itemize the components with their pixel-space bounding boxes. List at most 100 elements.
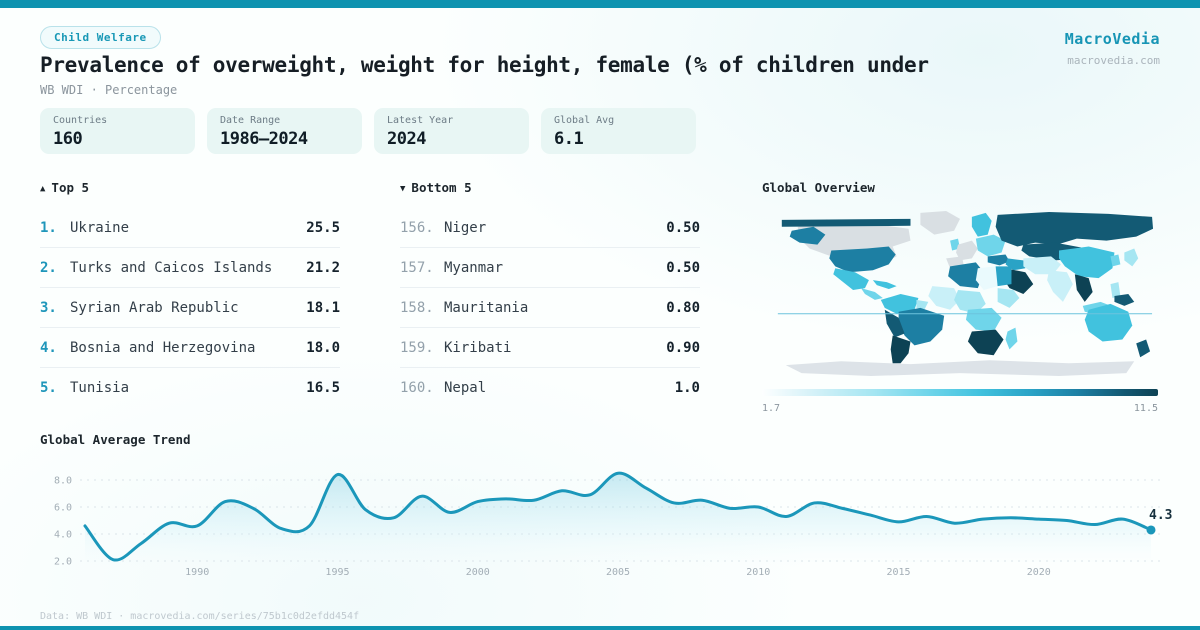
top5-header: ▲ Top 5 bbox=[40, 180, 340, 195]
trend-area-fill bbox=[85, 473, 1151, 567]
map-region-argentina-chile bbox=[890, 335, 911, 364]
global-overview-section: Global Overview bbox=[762, 180, 1158, 414]
map-region-scandinavia bbox=[971, 212, 992, 237]
map-region-myanmar-thailand bbox=[1074, 274, 1093, 302]
map-region-russia bbox=[995, 211, 1154, 247]
legend-min-label: 1.7 bbox=[762, 403, 781, 414]
choropleth-legend-labels: 1.7 11.5 bbox=[762, 403, 1158, 414]
rank-number: 4. bbox=[40, 339, 57, 356]
map-region-japan bbox=[1124, 248, 1139, 267]
map-region-papua bbox=[1114, 293, 1135, 306]
map-region-west-africa bbox=[928, 286, 960, 310]
trend-line-chart: 2.0 4.0 6.0 8.0 1990 1995 2000 2005 2010 2015 2020… bbox=[54, 471, 1172, 578]
country-value: 0.90 bbox=[666, 339, 700, 356]
map-region-egypt bbox=[995, 266, 1012, 287]
map-region-turkey bbox=[987, 254, 1010, 266]
brand-domain: macrovedia.com bbox=[1067, 54, 1160, 67]
bottom5-list: ▼ Bottom 5 156. Niger 0.50 157. Myanmar 0… bbox=[400, 180, 700, 408]
country-value: 1.0 bbox=[674, 380, 700, 396]
trend-end-value-label: 4.3 bbox=[1149, 508, 1172, 523]
world-choropleth-map bbox=[777, 210, 1154, 377]
bottom5-rows: 156. Niger 0.50 157. Myanmar 0.50 158. M… bbox=[400, 208, 700, 408]
top5-rows: 1. Ukraine 25.5 2. Turks and Caicos Isla… bbox=[40, 208, 340, 408]
trend-title: Global Average Trend bbox=[40, 432, 191, 447]
list-item: 5. Tunisia 16.5 bbox=[40, 368, 340, 408]
map-region-madagascar bbox=[1005, 327, 1018, 350]
map-region-korea bbox=[1110, 254, 1121, 267]
map-region-india bbox=[1047, 270, 1073, 302]
top5-list: ▲ Top 5 1. Ukraine 25.5 2. Turks and Caic… bbox=[40, 180, 340, 408]
country-name: Niger bbox=[444, 219, 487, 236]
list-item: 157. Myanmar 0.50 bbox=[400, 248, 700, 288]
country-value: 0.50 bbox=[666, 259, 700, 276]
map-region-arctic-band bbox=[781, 218, 911, 227]
y-tick-label: 6.0 bbox=[54, 503, 72, 514]
list-item: 2. Turks and Caicos Islands 21.2 bbox=[40, 248, 340, 288]
country-value: 16.5 bbox=[306, 380, 340, 396]
brand-name: MacroVedia bbox=[1064, 30, 1160, 48]
page-title: Prevalence of overweight, weight for hei… bbox=[40, 53, 929, 77]
country-value: 18.1 bbox=[306, 299, 340, 316]
map-region-sahel bbox=[954, 290, 986, 314]
stat-cards: Countries 160 Date Range 1986—2024 Lates… bbox=[40, 108, 696, 154]
list-item: 159. Kiribati 0.90 bbox=[400, 328, 700, 368]
map-region-alaska bbox=[789, 226, 826, 245]
rank-number: 156. bbox=[400, 219, 434, 236]
map-region-china bbox=[1059, 246, 1115, 279]
x-tick-label: 2020 bbox=[1027, 567, 1051, 578]
map-region-colombia-venezuela bbox=[880, 293, 919, 314]
map-region-central-america bbox=[861, 288, 883, 300]
map-region-horn-africa bbox=[997, 288, 1020, 308]
rank-number: 3. bbox=[40, 299, 57, 316]
map-region-peru-bolivia bbox=[884, 309, 905, 338]
country-value: 25.5 bbox=[306, 219, 340, 236]
rank-number: 159. bbox=[400, 339, 434, 356]
stat-label: Latest Year bbox=[387, 115, 454, 126]
list-item: 160. Nepal 1.0 bbox=[400, 368, 700, 408]
rank-number: 160. bbox=[400, 380, 434, 396]
map-region-caribbean bbox=[872, 280, 897, 290]
bottom-accent-bar bbox=[0, 626, 1200, 630]
list-item: 158. Mauritania 0.80 bbox=[400, 288, 700, 328]
map-region-philippines bbox=[1110, 282, 1121, 298]
x-tick-label: 2000 bbox=[466, 567, 490, 578]
rank-number: 158. bbox=[400, 299, 434, 316]
country-name: Kiribati bbox=[444, 339, 512, 356]
top5-header-label: Top 5 bbox=[51, 180, 90, 195]
category-badge: Child Welfare bbox=[40, 26, 161, 49]
map-region-iran-stans bbox=[1023, 256, 1061, 275]
stat-label: Date Range bbox=[220, 115, 281, 126]
stat-label: Global Avg bbox=[554, 115, 615, 126]
stat-card-countries: Countries 160 bbox=[40, 108, 195, 154]
trend-end-dot bbox=[1146, 525, 1156, 535]
stat-card-latest-year: Latest Year 2024 bbox=[374, 108, 529, 154]
footer-attribution: Data: WB WDI · macrovedia.com/series/75b… bbox=[40, 611, 360, 622]
stat-value: 2024 bbox=[387, 129, 426, 149]
rank-number: 1. bbox=[40, 219, 57, 236]
map-region-usa bbox=[829, 246, 896, 273]
map-region-guyana bbox=[916, 299, 929, 310]
x-tick-label: 1995 bbox=[325, 567, 349, 578]
map-region-west-europe bbox=[956, 240, 978, 261]
trend-line bbox=[83, 471, 1153, 562]
country-name: Tunisia bbox=[70, 380, 130, 396]
map-region-libya bbox=[975, 266, 998, 291]
list-item: 1. Ukraine 25.5 bbox=[40, 208, 340, 248]
x-tick-label: 2005 bbox=[606, 567, 630, 578]
x-tick-label: 2015 bbox=[886, 567, 910, 578]
country-name: Turks and Caicos Islands bbox=[70, 259, 273, 276]
y-tick-label: 8.0 bbox=[54, 476, 72, 487]
map-region-east-europe bbox=[975, 234, 1006, 257]
bottom5-header: ▼ Bottom 5 bbox=[400, 180, 700, 195]
rank-number: 157. bbox=[400, 259, 434, 276]
country-name: Ukraine bbox=[70, 219, 130, 236]
country-value: 0.80 bbox=[666, 299, 700, 316]
x-tick-label: 2010 bbox=[746, 567, 770, 578]
list-item: 156. Niger 0.50 bbox=[400, 208, 700, 248]
list-item: 3. Syrian Arab Republic 18.1 bbox=[40, 288, 340, 328]
country-name: Bosnia and Herzegovina bbox=[70, 339, 256, 356]
map-region-mexico bbox=[833, 268, 869, 291]
map-region-central-africa bbox=[965, 307, 1002, 332]
country-name: Syrian Arab Republic bbox=[70, 299, 239, 316]
